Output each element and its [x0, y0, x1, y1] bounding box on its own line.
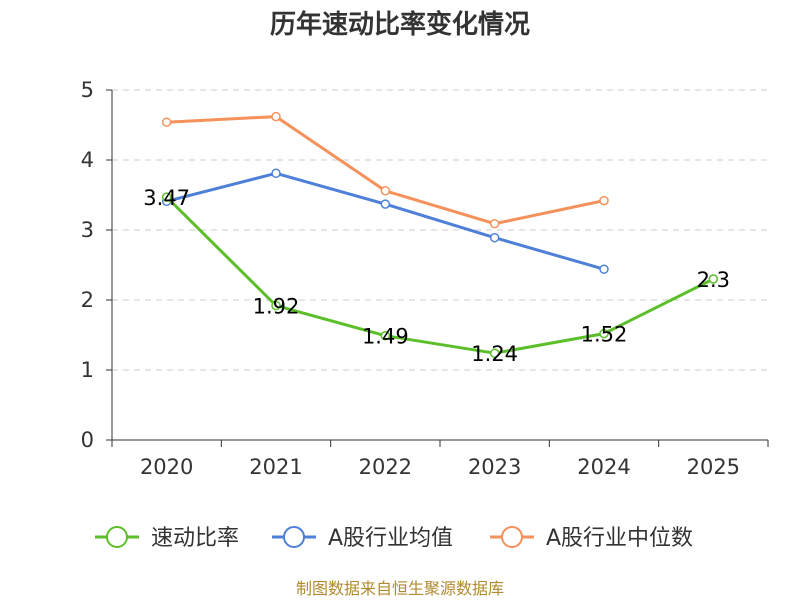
- y-tick-label: 1: [81, 358, 94, 382]
- series-layer: [161, 111, 719, 358]
- x-tick-label: 2021: [249, 455, 302, 479]
- y-tick-label: 5: [81, 78, 94, 102]
- series-point-0: [599, 328, 609, 339]
- grid: [112, 89, 768, 371]
- legend-item-1[interactable]: A股行业均值: [272, 526, 453, 551]
- x-tick-label: 2024: [577, 455, 630, 479]
- series-line-0: [165, 196, 715, 355]
- legend-label: A股行业均值: [328, 526, 453, 551]
- series-point-0: [708, 274, 719, 284]
- axes: 0 1 2 3 4 5 2020 2021 2022 2023 2024 2025: [81, 78, 769, 479]
- series-point-2: [489, 218, 500, 229]
- series-point-1: [599, 264, 609, 274]
- y-tick-label: 0: [81, 428, 94, 452]
- y-tick-label: 2: [81, 288, 94, 312]
- x-tick-label: 2022: [359, 455, 412, 479]
- data-labels: 3.47 1.92 1.49 1.24 1.52 2.3: [143, 186, 730, 366]
- series-point-0: [489, 348, 500, 358]
- legend-marker: [283, 526, 305, 548]
- chart-title: 历年速动比率变化情况: [270, 9, 530, 40]
- source-note: 制图数据来自恒生聚源数据库: [296, 579, 504, 598]
- x-tick-label: 2025: [687, 455, 740, 479]
- data-label: 1.49: [362, 325, 409, 349]
- data-label: 1.24: [471, 342, 518, 366]
- legend-item-2[interactable]: A股行业中位数: [490, 526, 693, 551]
- legend-marker: [501, 526, 523, 548]
- series-point-1: [271, 168, 281, 179]
- series-point-2: [271, 111, 281, 122]
- series-point-1: [489, 232, 500, 243]
- series-point-0: [271, 300, 281, 311]
- series-point-0: [161, 192, 172, 202]
- y-tick-label: 3: [81, 218, 94, 242]
- legend-label: A股行业中位数: [546, 526, 693, 551]
- series-point-2: [380, 186, 391, 196]
- series-point-0: [380, 330, 391, 341]
- series-point-2: [599, 195, 609, 206]
- series-point-1: [380, 199, 391, 209]
- x-tick-label: 2020: [140, 455, 193, 479]
- data-label: 1.92: [253, 295, 300, 319]
- y-tick-label: 4: [81, 148, 94, 172]
- legend-label: 速动比率: [151, 526, 239, 551]
- x-tick-label: 2023: [468, 455, 521, 479]
- legend[interactable]: 速动比率 A股行业均值 A股行业中位数: [95, 526, 693, 551]
- series-point-2: [161, 117, 172, 127]
- legend-item-0[interactable]: 速动比率: [95, 526, 239, 551]
- data-label: 1.52: [581, 323, 628, 347]
- legend-marker: [106, 526, 128, 548]
- data-label: 2.3: [697, 268, 730, 292]
- data-label: 3.47: [143, 186, 190, 210]
